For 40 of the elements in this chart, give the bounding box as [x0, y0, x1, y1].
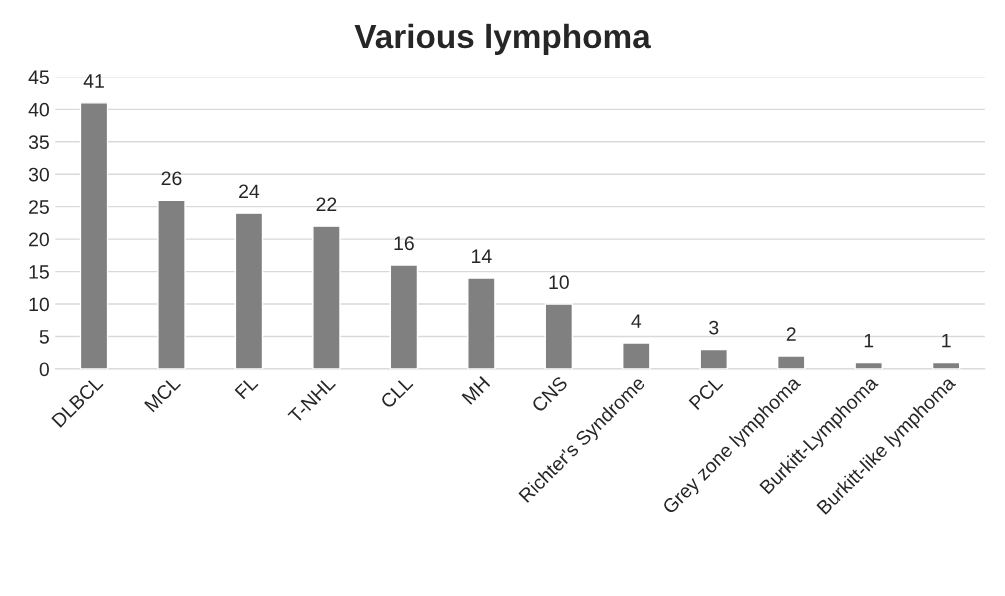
bar [467, 277, 496, 369]
y-tick-label: 35 [28, 135, 49, 150]
data-label: 41 [83, 74, 104, 88]
bar [776, 355, 806, 369]
x-tick-label: MH [461, 376, 491, 405]
bar [79, 102, 109, 369]
y-tick-label: 25 [29, 200, 49, 214]
bar [854, 361, 883, 369]
x-tick-label: PCL [688, 375, 724, 411]
x-tick-label: MCL [143, 375, 182, 413]
data-label: 14 [472, 249, 492, 263]
bar [312, 225, 341, 369]
data-label: 26 [161, 171, 182, 186]
y-tick-label: 40 [28, 102, 49, 117]
data-label: 1 [942, 333, 951, 348]
data-label: 4 [631, 314, 642, 328]
bar [389, 264, 419, 369]
bar [931, 361, 961, 369]
data-label: 10 [549, 275, 569, 290]
data-label: 22 [316, 197, 337, 211]
bar [699, 348, 729, 369]
data-label: 16 [394, 236, 414, 251]
bar [622, 342, 651, 369]
y-tick-label: 30 [28, 167, 49, 182]
data-label: 24 [239, 184, 260, 199]
y-tick-label: 45 [28, 70, 49, 85]
y-tick-label: 10 [29, 297, 49, 312]
chart-title: Various lymphoma [354, 23, 651, 55]
y-tick-label: 20 [29, 232, 49, 247]
y-tick-label: 5 [39, 330, 49, 344]
y-tick-label: 0 [39, 362, 49, 377]
bar [234, 212, 264, 369]
y-tick-label: 15 [29, 265, 49, 279]
x-tick-label: CLL [379, 375, 414, 410]
bar [157, 199, 186, 369]
data-label: 3 [709, 320, 719, 335]
data-label: 1 [864, 333, 874, 348]
data-label: 2 [786, 327, 796, 341]
x-tick-label: FL [234, 375, 259, 400]
bar [544, 303, 574, 369]
